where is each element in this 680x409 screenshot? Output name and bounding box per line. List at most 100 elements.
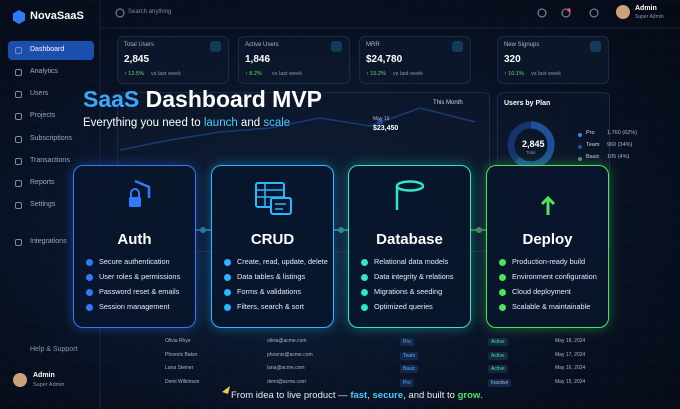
check-icon xyxy=(224,259,231,266)
table-cell: Team xyxy=(400,351,419,360)
stat-value: 320 xyxy=(504,54,521,65)
hero-title-part: SaaS xyxy=(83,86,140,112)
stat-icon xyxy=(210,41,221,52)
check-icon xyxy=(499,259,506,266)
stat-value: 2,845 xyxy=(124,54,150,65)
table-cell: demi@acme.com xyxy=(267,378,306,385)
stat-icon xyxy=(452,41,463,52)
table-cell: Active xyxy=(488,338,508,346)
nav-icon xyxy=(15,47,22,54)
lock-shackle xyxy=(130,188,140,197)
check-icon xyxy=(361,289,368,296)
nav-item[interactable]: Subscriptions xyxy=(30,135,73,142)
table-cell: Demi Wilkinson xyxy=(165,378,200,385)
search-icon xyxy=(115,8,125,18)
feature-item: Secure authentication xyxy=(99,257,170,266)
feature-title: Database xyxy=(376,231,443,248)
form xyxy=(270,197,292,215)
footer-part: secure xyxy=(372,390,404,401)
period-select[interactable]: This Month xyxy=(433,100,463,106)
donut-total: 2,845 xyxy=(522,139,545,149)
stat-icon xyxy=(331,41,342,52)
check-icon xyxy=(224,274,231,281)
icon xyxy=(537,8,547,18)
footer-part: , xyxy=(367,390,373,401)
logo xyxy=(13,10,25,24)
donut-label: Total xyxy=(526,150,536,155)
nav-icon xyxy=(15,158,22,165)
table-cell: Lana Steiner xyxy=(165,365,194,371)
feature-icon xyxy=(255,182,292,215)
badge xyxy=(567,8,571,12)
table-cell: May 18, 2024 xyxy=(555,338,586,344)
table-cell: May 17, 2024 xyxy=(555,351,586,358)
nav-icon xyxy=(15,69,22,76)
check-icon xyxy=(224,304,231,311)
hero-subtitle: Everything you need to launch and scale xyxy=(83,117,290,129)
feature-item: Production-ready build xyxy=(512,257,586,266)
legend-dot xyxy=(578,133,582,137)
table-cell: lana@acme.com xyxy=(267,365,305,371)
feature-card: Auth Secure authentication User roles & pe… xyxy=(73,165,196,328)
nav-item[interactable]: Settings xyxy=(30,201,56,208)
user-name: Admin xyxy=(635,5,657,12)
feature-item: Data integrity & relations xyxy=(374,272,454,281)
rocket-icon xyxy=(222,386,230,394)
feature-item: Migrations & seeding xyxy=(374,287,443,296)
nav-icon xyxy=(15,91,22,98)
check-icon xyxy=(499,304,506,311)
plan-title: Users by Plan xyxy=(504,100,551,107)
legend-name: Basic xyxy=(586,154,600,160)
avatar xyxy=(616,5,630,19)
nav-item[interactable]: Dashboard xyxy=(30,46,65,53)
nav-item[interactable]: Analytics xyxy=(30,68,59,75)
feature-item: User roles & permissions xyxy=(99,272,181,281)
feature-item: Optimized queries xyxy=(374,302,433,311)
hero-title: SaaS Dashboard MVP xyxy=(83,86,322,113)
nav-item[interactable]: Transactions xyxy=(30,157,70,164)
nav-item[interactable]: Integrations xyxy=(30,238,67,245)
table-cell: May 16, 2024 xyxy=(555,365,586,371)
feature-icon xyxy=(395,180,425,210)
stat-value: $24,780 xyxy=(366,54,403,65)
feature-card: CRUD Create, read, update, delete Data tab… xyxy=(211,165,334,328)
feature-card: Deploy Production-ready build Environment … xyxy=(486,165,609,328)
tooltip-value: $23,450 xyxy=(373,125,399,132)
nav-item[interactable]: Projects xyxy=(30,112,56,119)
help-link[interactable]: Help & Support xyxy=(30,346,78,353)
icon xyxy=(589,8,599,18)
footer-part: . xyxy=(480,390,483,401)
hero-title-part: Dashboard MVP xyxy=(139,86,323,112)
footer-tagline: From idea to live product — fast, secure… xyxy=(231,390,483,401)
table-cell: Basic xyxy=(400,365,419,373)
feature-item: Filters, search & sort xyxy=(237,302,304,311)
subtitle-part: Everything you need to xyxy=(83,117,204,129)
check-icon xyxy=(361,274,368,281)
db-top xyxy=(395,180,425,192)
stat-value: 1,846 xyxy=(245,54,271,65)
feature-item: Create, read, update, delete xyxy=(237,257,328,266)
stat-change: ↑ 8.2% xyxy=(245,71,262,77)
search-input[interactable]: Search anything xyxy=(128,9,172,15)
lock xyxy=(129,197,141,207)
table-cell: Phoenix Baker xyxy=(165,351,198,358)
user-role: Super Admin xyxy=(635,14,664,20)
check-icon xyxy=(86,274,93,281)
table-cell: May 15, 2024 xyxy=(555,378,586,385)
feature-title: Deploy xyxy=(522,231,573,248)
feature-item: Relational data models xyxy=(374,257,449,266)
feature-card: Database Relational data models Data integ… xyxy=(348,165,471,328)
check-icon xyxy=(361,304,368,311)
table-cell: olivia@acme.com xyxy=(267,338,307,344)
legend-name: Pro xyxy=(586,130,595,136)
feature-item: Forms & validations xyxy=(237,287,302,296)
stat-note: vs last week xyxy=(272,71,302,77)
nav-item[interactable]: Users xyxy=(30,90,49,97)
feature-item: Data tables & listings xyxy=(237,272,306,281)
footer-part: grow xyxy=(457,390,481,401)
feature-title: CRUD xyxy=(250,231,295,248)
legend-dot xyxy=(578,157,582,161)
table-cell: phoenix@acme.com xyxy=(267,351,313,358)
table-cell: Active xyxy=(488,351,508,360)
nav-item[interactable]: Reports xyxy=(30,179,55,186)
